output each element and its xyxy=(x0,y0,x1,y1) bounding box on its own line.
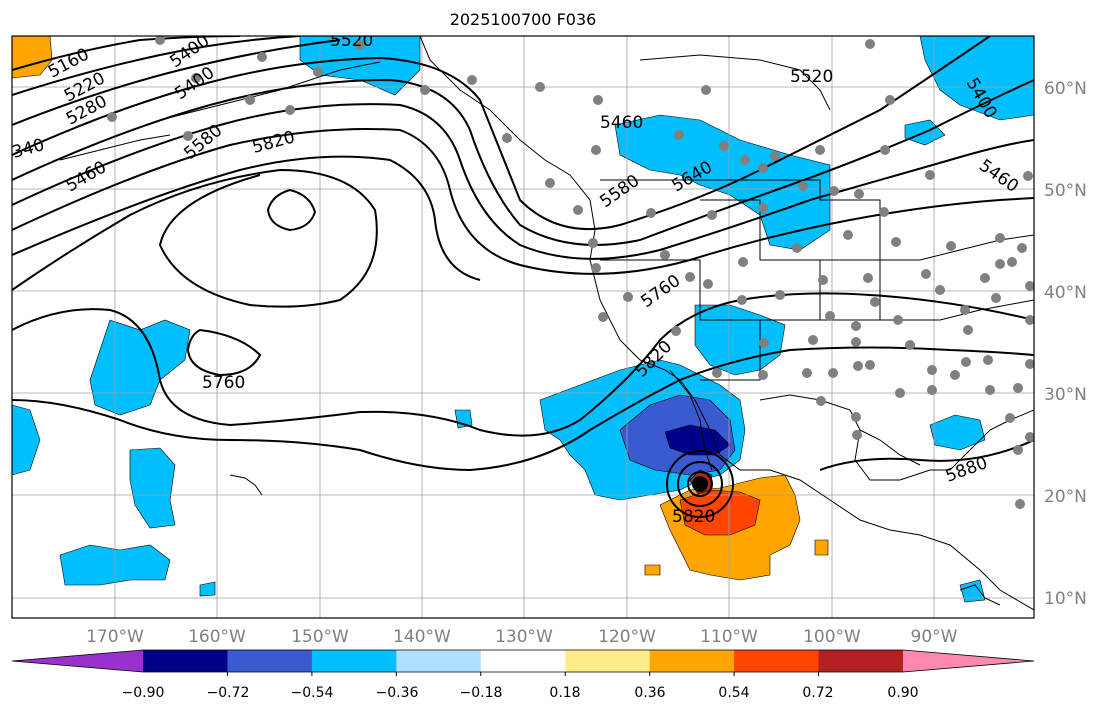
colorbar-extend-high xyxy=(903,650,1034,672)
lat-label: 20°N xyxy=(1044,487,1087,507)
colorbar-segment xyxy=(311,650,397,672)
colorbar-tick-label: 0.36 xyxy=(634,685,665,701)
contour-label: 5520 xyxy=(330,31,373,51)
contour-label: 5460 xyxy=(600,113,643,133)
colorbar-segment xyxy=(649,650,735,672)
latitude-labels: 60°N 50°N 40°N 30°N 20°N 10°N xyxy=(1044,79,1087,609)
height-contours xyxy=(12,36,1034,518)
lat-label: 50°N xyxy=(1044,181,1087,201)
colorbar-tick-label: 0.54 xyxy=(718,685,749,701)
colorbar-segment xyxy=(734,650,820,672)
lat-label: 40°N xyxy=(1044,283,1087,303)
colorbar-extend-low xyxy=(12,650,143,672)
lon-label: 130°W xyxy=(495,627,553,647)
colorbar-segment xyxy=(565,650,651,672)
lon-label: 140°W xyxy=(393,627,451,647)
lat-label: 60°N xyxy=(1044,79,1087,99)
contour-label: 5760 xyxy=(202,373,245,393)
colorbar-segment xyxy=(227,650,313,672)
gridlines xyxy=(12,36,1034,618)
lon-label: 100°W xyxy=(803,627,861,647)
positive-anomaly-fill xyxy=(12,36,829,581)
colorbar-tick-label: −0.72 xyxy=(207,685,250,701)
lat-label: 30°N xyxy=(1044,385,1087,405)
lon-label: 170°W xyxy=(86,627,144,647)
station-dots xyxy=(107,36,1034,509)
cyclone-center xyxy=(692,476,708,492)
colorbar-tick-label: −0.90 xyxy=(122,685,165,701)
colorbar-segment xyxy=(143,650,228,672)
map-title: 2025100700 F036 xyxy=(449,10,597,29)
contour-label: 5520 xyxy=(790,67,833,87)
contour-label: 5820 xyxy=(672,507,715,527)
coastlines xyxy=(59,36,1034,611)
lon-label: 110°W xyxy=(700,627,758,647)
colorbar-tick-label: −0.54 xyxy=(291,685,334,701)
colorbar xyxy=(11,649,1035,676)
lon-label: 120°W xyxy=(598,627,656,647)
map-frame xyxy=(11,35,1035,619)
lon-label: 90°W xyxy=(911,627,958,647)
lat-label: 10°N xyxy=(1044,589,1087,609)
colorbar-segment xyxy=(396,650,482,672)
colorbar-tick-label: 0.72 xyxy=(802,685,833,701)
lon-label: 150°W xyxy=(291,627,349,647)
colorbar-tick-label: −0.36 xyxy=(376,685,419,701)
colorbar-tick-labels: −0.90 −0.72 −0.54 −0.36 −0.18 0.18 0.36 … xyxy=(122,685,919,701)
lon-label: 160°W xyxy=(188,627,246,647)
colorbar-tick-label: 0.18 xyxy=(549,685,580,701)
colorbar-tick-label: −0.18 xyxy=(460,685,503,701)
longitude-labels: 170°W 160°W 150°W 140°W 130°W 120°W 110°… xyxy=(86,627,958,647)
colorbar-outline xyxy=(11,649,1035,673)
colorbar-segment xyxy=(818,650,904,672)
colorbar-tick-label: 0.90 xyxy=(887,685,918,701)
colorbar-segment xyxy=(480,650,566,672)
